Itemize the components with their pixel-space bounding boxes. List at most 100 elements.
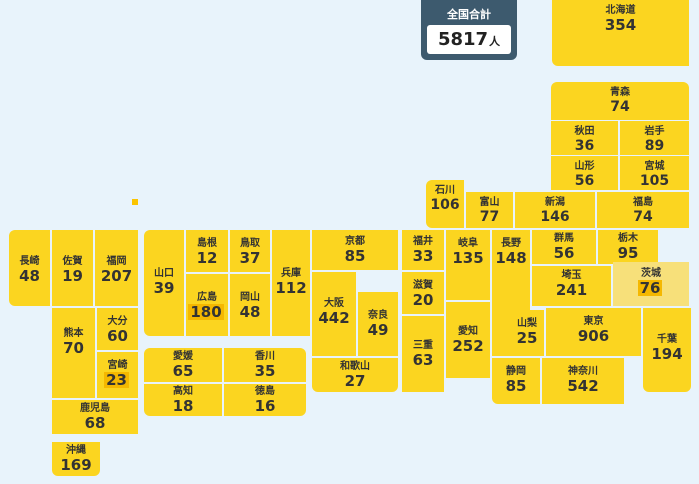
pref-hyogo[interactable]: 兵庫 112 <box>272 230 310 336</box>
pref-aomori[interactable]: 青森 74 <box>551 82 689 120</box>
pref-count: 16 <box>254 397 276 415</box>
pref-name: 岡山 <box>240 292 260 303</box>
pref-kumamoto[interactable]: 熊本 70 <box>52 308 95 398</box>
pref-iwate[interactable]: 岩手 89 <box>620 121 689 155</box>
pref-wakayama[interactable]: 和歌山 27 <box>312 358 398 392</box>
pref-aichi[interactable]: 愛知 252 <box>446 302 490 378</box>
pref-saga[interactable]: 佐賀 19 <box>52 230 93 306</box>
pref-count: 442 <box>318 309 350 327</box>
pref-count: 146 <box>540 209 570 225</box>
pref-shiga[interactable]: 滋賀 20 <box>402 272 444 314</box>
total-value-box: 5817人 <box>427 25 511 54</box>
pref-hokkaido[interactable]: 北海道 354 <box>552 0 689 66</box>
pref-fukuoka[interactable]: 福岡 207 <box>95 230 138 306</box>
pref-kochi[interactable]: 高知 18 <box>144 384 222 416</box>
pref-count: 95 <box>617 244 639 262</box>
pref-kagawa[interactable]: 香川 35 <box>224 348 306 382</box>
pref-name: 福井 <box>413 236 433 247</box>
pref-count: 112 <box>275 279 307 297</box>
pref-nagasaki[interactable]: 長崎 48 <box>9 230 50 306</box>
pref-count: 56 <box>574 173 595 189</box>
pref-gunma[interactable]: 群馬 56 <box>532 230 596 264</box>
pref-count: 35 <box>254 362 276 380</box>
pref-mie[interactable]: 三重 63 <box>402 316 444 392</box>
pref-ibaraki[interactable]: 茨城 76 <box>613 262 689 306</box>
pref-count: 252 <box>452 337 484 355</box>
pref-count: 74 <box>610 99 630 115</box>
pref-count: 106 <box>430 197 460 213</box>
pref-toyama[interactable]: 富山 77 <box>466 192 513 228</box>
pref-fukui[interactable]: 福井 33 <box>402 230 444 270</box>
pref-count: 354 <box>604 16 637 34</box>
pref-gifu[interactable]: 岐阜 135 <box>446 230 490 300</box>
pref-count: 25 <box>516 329 538 347</box>
pref-name: 山口 <box>154 268 174 279</box>
pref-kanagawa[interactable]: 神奈川 542 <box>542 358 624 404</box>
pref-ehime[interactable]: 愛媛 65 <box>144 348 222 382</box>
pref-hiroshima[interactable]: 広島 180 <box>186 274 228 336</box>
pref-count: 19 <box>62 267 83 285</box>
pref-count: 49 <box>367 321 389 339</box>
pref-shizuoka[interactable]: 静岡 85 <box>492 358 540 404</box>
pref-name: 茨城 <box>641 268 661 279</box>
pref-okinawa[interactable]: 沖縄 169 <box>52 442 100 476</box>
pref-yamaguchi[interactable]: 山口 39 <box>144 230 184 336</box>
pref-count: 74 <box>633 209 653 225</box>
pref-name: 石川 <box>435 185 455 196</box>
pref-name: 宮崎 <box>107 360 128 371</box>
total-value: 5817 <box>437 29 489 50</box>
pref-chiba[interactable]: 千葉 194 <box>643 308 691 392</box>
pref-count: 33 <box>412 247 434 265</box>
pref-count: 194 <box>651 345 683 363</box>
pref-name: 京都 <box>345 236 365 247</box>
pref-name: 長野 <box>501 238 521 249</box>
pref-tokyo[interactable]: 東京 906 <box>546 308 641 356</box>
pref-name: 栃木 <box>618 233 638 244</box>
pref-name: 兵庫 <box>281 268 301 279</box>
pref-tottori[interactable]: 鳥取 37 <box>230 230 270 272</box>
pref-oita[interactable]: 大分 60 <box>97 308 138 350</box>
pref-name: 三重 <box>413 340 433 351</box>
pref-name: 静岡 <box>506 366 526 377</box>
pref-okayama[interactable]: 岡山 48 <box>230 274 270 336</box>
pref-saitama[interactable]: 埼玉 241 <box>532 266 611 306</box>
pref-name: 鹿児島 <box>80 403 110 414</box>
pref-count: 542 <box>567 377 599 395</box>
pref-osaka[interactable]: 大阪 442 <box>312 272 356 356</box>
pref-nara[interactable]: 奈良 49 <box>358 292 398 356</box>
pref-count: 207 <box>100 267 133 285</box>
pref-count: 148 <box>495 249 527 267</box>
pref-count-value: 76 <box>637 279 663 297</box>
pref-name: 香川 <box>255 351 275 362</box>
pref-name: 北海道 <box>605 5 636 16</box>
pref-fukushima[interactable]: 福島 74 <box>597 192 689 228</box>
pref-miyazaki[interactable]: 宮崎 23 <box>97 352 138 398</box>
pref-count-value: 23 <box>104 371 129 389</box>
pref-kyoto[interactable]: 京都 85 <box>312 230 398 270</box>
pref-name: 青森 <box>610 87 630 98</box>
pref-kagoshima[interactable]: 鹿児島 68 <box>52 400 138 434</box>
pref-name: 大阪 <box>324 298 344 309</box>
pref-ishikawa[interactable]: 石川 106 <box>426 180 464 228</box>
pref-count: 48 <box>239 303 261 321</box>
pref-count: 105 <box>639 173 670 189</box>
pref-name: 福岡 <box>106 256 127 267</box>
pref-count: 77 <box>479 209 500 225</box>
pref-yamanashi[interactable]: 山梨 25 <box>510 310 544 356</box>
pref-name: 広島 <box>197 292 217 303</box>
pref-tokushima[interactable]: 徳島 16 <box>224 384 306 416</box>
pref-niigata[interactable]: 新潟 146 <box>515 192 595 228</box>
pref-name: 福島 <box>633 197 653 208</box>
pref-akita[interactable]: 秋田 36 <box>551 121 618 155</box>
pref-name: 岩手 <box>644 126 665 137</box>
pref-count: 70 <box>63 339 84 357</box>
pref-miyagi[interactable]: 宮城 105 <box>620 156 689 190</box>
pref-count: 906 <box>577 327 610 345</box>
pref-count: 23 <box>97 372 138 388</box>
pref-yamagata[interactable]: 山形 56 <box>551 156 618 190</box>
pref-count-value: 180 <box>188 303 224 321</box>
pref-name: 埼玉 <box>561 270 582 281</box>
pref-shimane[interactable]: 島根 12 <box>186 230 228 272</box>
pref-count: 37 <box>239 249 261 267</box>
pref-tochigi[interactable]: 栃木 95 <box>598 230 658 264</box>
